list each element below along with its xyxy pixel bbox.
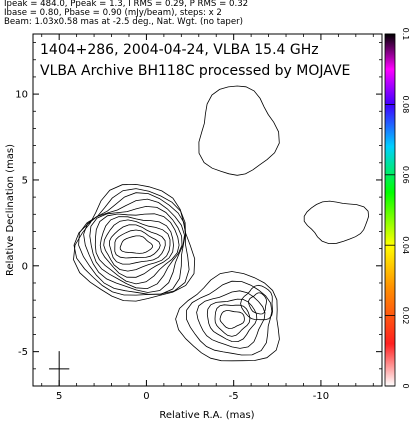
contour-core	[83, 198, 185, 293]
plot-title-line2: VLBA Archive BH118C processed by MOJAVE	[40, 63, 350, 79]
contour-core	[73, 183, 196, 302]
contour-core	[119, 235, 153, 254]
colorbar-tick-label: 0.06	[401, 166, 409, 184]
colorbar-ticks: 0 0.02 0.04 0.06 0.08 0.1	[385, 28, 409, 389]
contour-core	[78, 192, 186, 295]
x-tick-label: -5	[229, 391, 239, 402]
contour-core	[103, 219, 171, 272]
x-tick-label: 0	[143, 391, 149, 402]
x-axis-label: Relative R.A. (mas)	[159, 410, 254, 421]
contour-core	[89, 205, 183, 290]
plot-title-line1: 1404+286, 2004-04-24, VLBA 15.4 GHz	[40, 42, 319, 58]
image-statistics-header: Ipeak = 484.0, Ppeak = 1.3, I RMS = 0.29…	[0, 0, 409, 34]
plot-area	[32, 33, 383, 387]
y-tick-label: 10	[15, 90, 28, 101]
colorbar	[384, 33, 396, 387]
contour-core	[99, 216, 174, 278]
contour-component-south-east	[248, 292, 267, 315]
y-tick-label: 0	[22, 261, 28, 272]
contour-component-south	[175, 271, 280, 362]
y-tick-label: 5	[22, 175, 28, 186]
contour-component-south	[196, 290, 266, 349]
axis-ticks: 5 0 -5 -10 10 5 0 -5	[15, 34, 382, 402]
x-tick-label: -10	[313, 391, 329, 402]
y-axis-label: Relative Declination (mas)	[5, 144, 16, 276]
contour-core	[109, 224, 166, 265]
x-tick-label: 5	[56, 391, 62, 402]
base-steps-line: Ibase = 0.80, Pbase = 0.90 (mJy/beam), s…	[4, 8, 222, 19]
beam-marker	[49, 351, 70, 387]
contour-core	[73, 188, 190, 296]
contour-component-south	[219, 310, 245, 329]
colorbar-tick-label: 0.02	[401, 307, 409, 325]
contour-extended-north	[198, 85, 280, 176]
peak-rms-line: Ipeak = 484.0, Ppeak = 1.3, I RMS = 0.29…	[4, 0, 249, 9]
colorbar-tick-label: 0	[401, 383, 409, 388]
colorbar-tick-label: 0.1	[401, 28, 409, 41]
contour-component-south	[206, 298, 258, 343]
colorbar-tick-label: 0.04	[401, 236, 409, 254]
y-tick-label: -5	[18, 347, 28, 358]
contour-core	[94, 213, 180, 285]
contour-lines	[73, 85, 370, 362]
beam-info-line: Beam: 1.03x0.58 mas at -2.5 deg., Nat. W…	[4, 17, 244, 28]
contour-extended-east	[303, 200, 370, 245]
contour-core	[114, 229, 161, 259]
colorbar-tick-label: 0.08	[401, 95, 409, 113]
contour-component-south-east	[240, 284, 274, 321]
